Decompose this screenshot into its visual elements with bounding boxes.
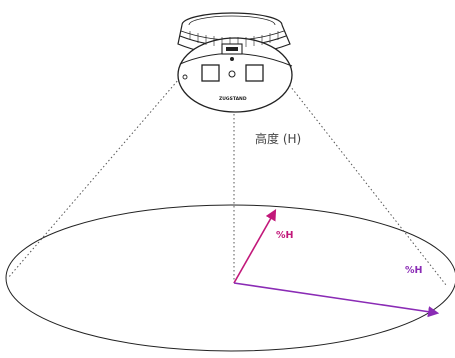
coverage-area-ellipse <box>5 204 455 352</box>
cone-right-line <box>286 81 447 286</box>
cone-left-line <box>7 71 186 279</box>
sensor-brand-text: ZUGSTAND <box>219 96 247 102</box>
radius-inner-label: %H <box>276 230 294 241</box>
radius-outer-label: %H <box>405 265 423 276</box>
ceiling-sensor-device-icon: ZUGSTAND <box>177 12 293 113</box>
radius-outer-arrow <box>233 282 440 318</box>
height-label: 高度 (H) <box>255 131 301 146</box>
radius-inner-arrow <box>233 209 277 284</box>
